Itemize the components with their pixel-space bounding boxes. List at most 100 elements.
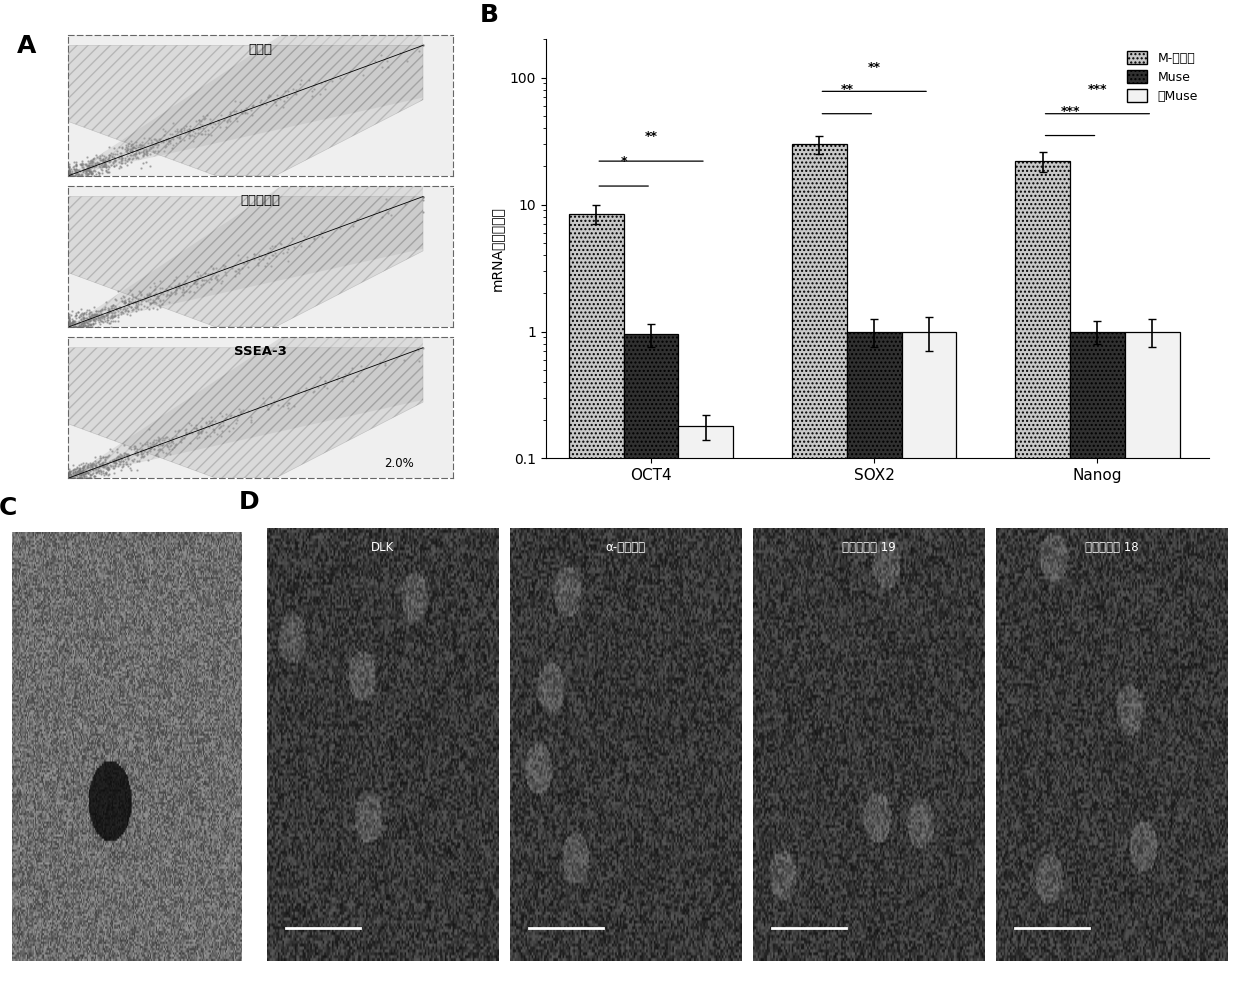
Point <box>249 251 269 267</box>
Point <box>126 290 146 306</box>
Point <box>69 318 89 334</box>
Point <box>81 312 100 327</box>
Point <box>191 112 211 128</box>
Point <box>82 166 102 181</box>
Point <box>78 317 98 333</box>
Point <box>305 231 325 246</box>
Point <box>73 464 93 480</box>
Point <box>82 166 102 181</box>
Point <box>130 144 150 160</box>
Point <box>67 165 87 180</box>
Point <box>188 120 208 136</box>
Point <box>78 162 98 177</box>
Point <box>332 374 352 389</box>
Point <box>72 156 92 172</box>
Point <box>274 93 294 108</box>
Point <box>58 318 78 334</box>
Point <box>89 457 109 472</box>
Point <box>342 360 362 376</box>
Point <box>107 445 126 460</box>
Point <box>114 293 134 309</box>
Point <box>104 158 124 174</box>
Point <box>79 306 99 321</box>
Point <box>63 467 83 483</box>
Point <box>82 157 102 173</box>
Point <box>104 309 124 324</box>
Point <box>104 141 124 157</box>
Point <box>58 168 78 183</box>
Point <box>203 261 223 277</box>
Point <box>72 168 92 183</box>
Point <box>413 340 433 356</box>
Point <box>82 307 102 322</box>
Point <box>131 441 151 457</box>
Point <box>233 255 253 271</box>
Point <box>153 134 172 150</box>
Point <box>184 133 203 149</box>
Point <box>161 434 181 450</box>
Point <box>207 426 227 442</box>
Point <box>130 137 150 153</box>
Point <box>58 470 78 486</box>
Point <box>79 310 99 325</box>
Point <box>92 147 112 163</box>
Point <box>86 459 105 475</box>
Point <box>148 447 167 462</box>
Point <box>250 93 270 108</box>
Point <box>93 153 113 169</box>
Point <box>82 153 102 169</box>
Point <box>120 457 140 472</box>
Point <box>202 119 222 135</box>
Point <box>144 432 164 448</box>
Point <box>112 290 131 306</box>
Point <box>109 139 129 155</box>
Point <box>332 369 352 385</box>
Point <box>170 128 190 144</box>
Point <box>92 314 112 329</box>
Point <box>81 458 100 473</box>
Point <box>79 159 99 175</box>
Point <box>66 308 86 323</box>
Point <box>76 464 95 480</box>
Point <box>91 150 110 166</box>
Point <box>166 282 186 298</box>
Point <box>118 297 138 313</box>
Point <box>143 139 162 155</box>
Point <box>77 462 97 478</box>
Point <box>139 142 159 158</box>
Point <box>86 468 105 484</box>
Point <box>76 460 95 476</box>
Point <box>162 131 182 147</box>
Point <box>79 160 99 176</box>
Text: SSEA-3: SSEA-3 <box>234 345 286 358</box>
Point <box>159 294 179 310</box>
Point <box>113 140 133 156</box>
Point <box>216 409 236 425</box>
Point <box>68 469 88 485</box>
Point <box>150 441 170 457</box>
Point <box>60 318 79 334</box>
Point <box>92 456 112 471</box>
Point <box>62 470 82 486</box>
Point <box>64 316 84 331</box>
Point <box>351 358 371 374</box>
Point <box>128 150 148 166</box>
Point <box>98 158 118 174</box>
Point <box>98 459 118 475</box>
Point <box>109 457 129 472</box>
Point <box>206 269 226 285</box>
Point <box>114 300 134 316</box>
Point <box>93 308 113 323</box>
Point <box>378 59 398 75</box>
Point <box>134 138 154 154</box>
Point <box>94 158 114 174</box>
Point <box>114 294 134 310</box>
Point <box>208 113 228 129</box>
Point <box>169 276 188 292</box>
Point <box>227 412 247 428</box>
Point <box>99 302 119 317</box>
Point <box>58 166 78 181</box>
Point <box>108 314 128 329</box>
Point <box>109 449 129 464</box>
Point <box>219 423 239 439</box>
